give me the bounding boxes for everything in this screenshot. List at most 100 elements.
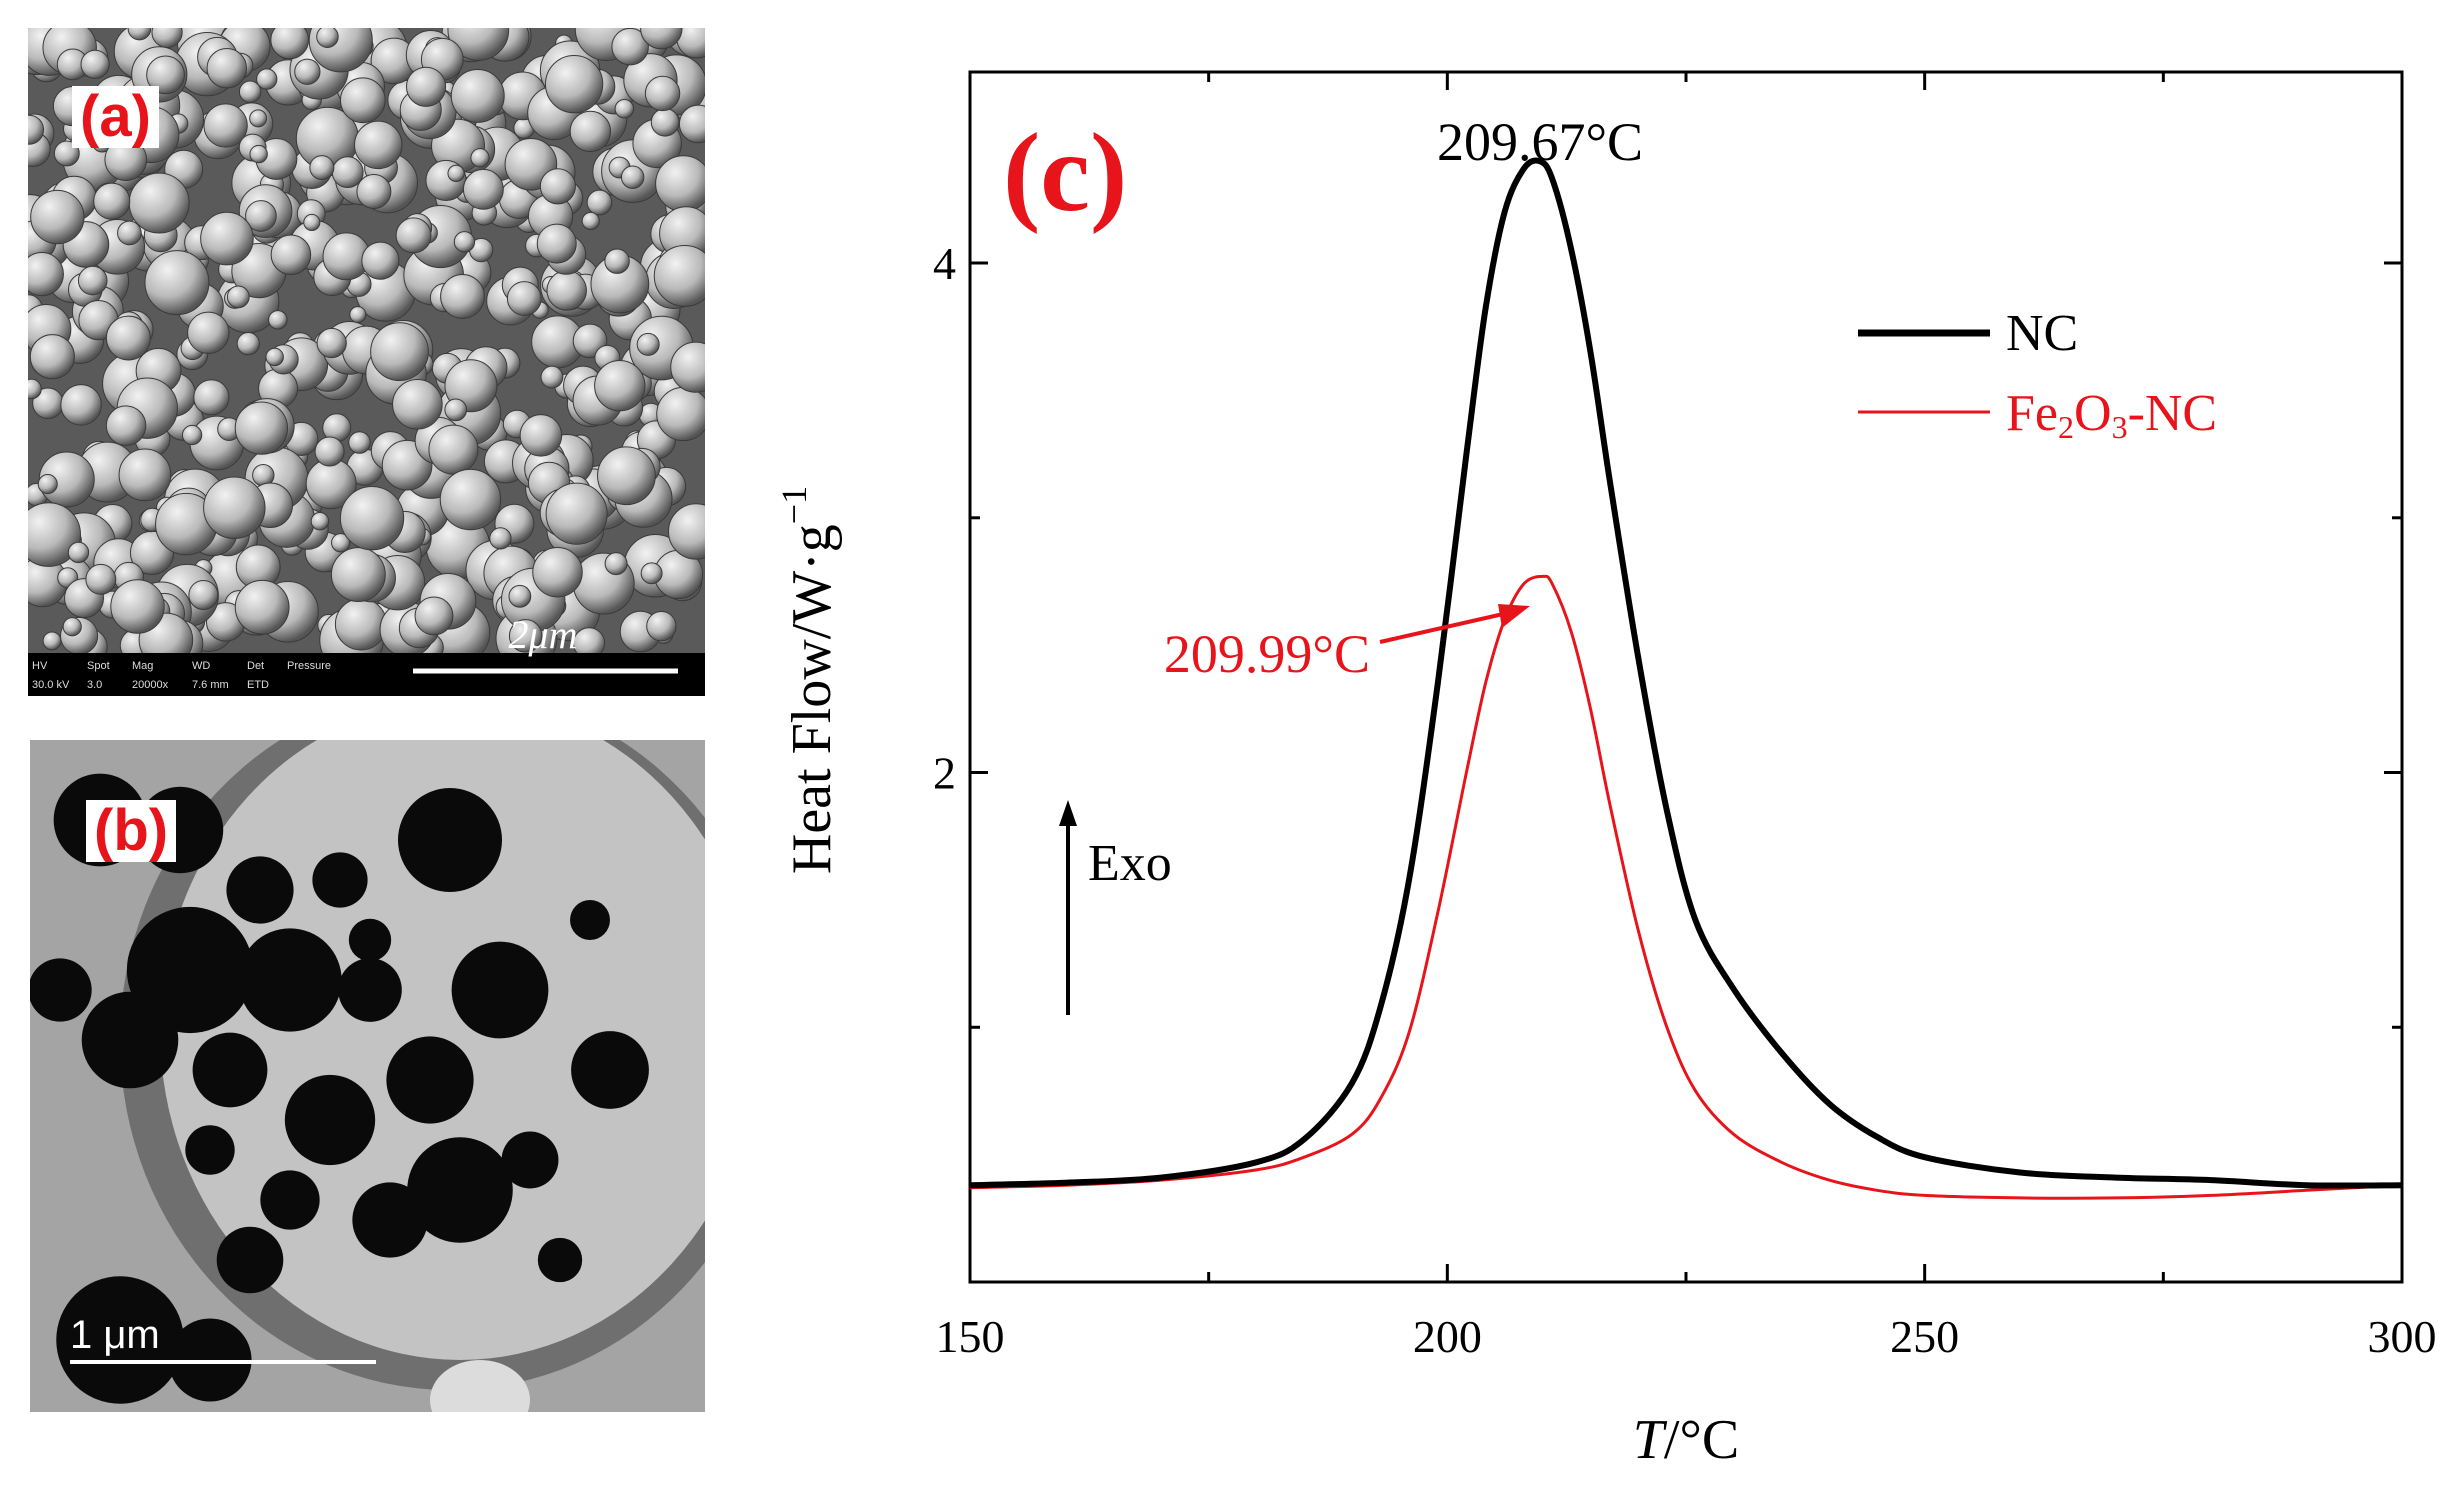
sem-particle xyxy=(640,28,683,50)
sem-image-panel: HV 30.0 kV Spot 3.0 Mag 20000x WD 7.6 mm Det ETD P… xyxy=(28,28,705,696)
sem-particle xyxy=(117,220,142,246)
sem-scale-label: 2μm xyxy=(509,612,578,657)
sem-particle xyxy=(249,144,268,164)
sem-particle xyxy=(644,75,681,112)
sem-particle xyxy=(594,360,646,412)
sem-particle xyxy=(193,379,230,416)
y-tick-label: 4 xyxy=(933,238,956,289)
series-layer xyxy=(969,157,2403,1200)
nc-peak-annotation: 209.67°C xyxy=(1437,112,1643,172)
sem-particle xyxy=(636,332,660,356)
sem-particle xyxy=(105,315,151,361)
tem-particle xyxy=(56,1276,184,1404)
sem-databar-header: HV xyxy=(32,660,48,672)
sem-particle xyxy=(414,596,454,636)
axis-ticks: 150 200 250 300 2 4 xyxy=(933,72,2437,1362)
sem-databar-value: 7.6 mm xyxy=(192,679,229,691)
tem-particle xyxy=(192,1032,268,1108)
sem-particle xyxy=(270,28,309,60)
sem-particle xyxy=(146,55,185,95)
sem-particle xyxy=(508,619,543,653)
sem-databar-header: Mag xyxy=(132,660,153,672)
sem-particle xyxy=(356,174,392,209)
sem-particle xyxy=(206,47,248,89)
sem-particle xyxy=(105,405,147,446)
tem-particle xyxy=(312,852,368,908)
sem-micrograph: HV 30.0 kV Spot 3.0 Mag 20000x WD 7.6 mm Det ETD P… xyxy=(28,28,705,696)
legend-nc-label: NC xyxy=(2006,305,2078,362)
sem-particle xyxy=(309,155,335,181)
sem-particle xyxy=(238,80,262,103)
sem-particle xyxy=(234,401,289,455)
tem-particle xyxy=(185,1125,235,1175)
sem-particle xyxy=(370,322,429,382)
sem-particle xyxy=(265,347,284,367)
sem-particle xyxy=(586,189,613,216)
sem-particle xyxy=(447,28,510,61)
tem-particle xyxy=(501,1131,559,1189)
tem-particle xyxy=(397,787,503,893)
sem-databar-header: WD xyxy=(192,660,210,672)
sem-particle xyxy=(236,332,260,356)
sem-particle xyxy=(77,265,108,296)
sem-particle xyxy=(118,448,172,502)
sem-particle xyxy=(539,168,576,205)
sem-particle xyxy=(339,77,386,124)
sem-particle xyxy=(506,281,542,316)
sem-particle xyxy=(144,250,210,316)
sem-particle xyxy=(668,503,705,560)
sem-databar-value: 20000x xyxy=(132,679,169,691)
sem-databar-value: 30.0 kV xyxy=(32,679,70,691)
tem-particle xyxy=(284,1074,376,1166)
sem-particle xyxy=(508,584,532,608)
legend-fe2o3-label: Fe2O3-NC xyxy=(2006,385,2217,445)
exo-label: Exo xyxy=(1088,835,1172,892)
tem-particle xyxy=(352,1182,428,1258)
tem-particle xyxy=(537,1237,583,1283)
sem-particle xyxy=(234,579,290,635)
x-tick-label: 150 xyxy=(936,1311,1005,1362)
tem-particle xyxy=(570,900,610,940)
sem-particle xyxy=(314,436,345,467)
sem-particle xyxy=(93,182,131,220)
sem-particle xyxy=(620,165,645,189)
tem-particle xyxy=(571,1031,649,1109)
tem-particle xyxy=(216,1226,284,1294)
sem-particle xyxy=(544,54,604,114)
sem-particle xyxy=(545,482,608,545)
sem-particle xyxy=(354,120,403,170)
sem-particle xyxy=(670,341,705,393)
sem-particle xyxy=(569,110,612,153)
sem-particle xyxy=(581,211,600,231)
sem-particle xyxy=(245,200,277,232)
sem-particle xyxy=(249,109,268,128)
tem-particle xyxy=(226,856,294,924)
sem-particle xyxy=(28,378,42,400)
sem-particle xyxy=(678,104,705,144)
sem-particle xyxy=(470,148,490,168)
sem-particle xyxy=(604,552,628,576)
tem-scale-label: 1 μm xyxy=(70,1313,160,1357)
sem-particle xyxy=(439,468,502,531)
y-axis-title-group: Heat Flow/W·g−1 xyxy=(774,486,843,874)
panel-b-label: (b) xyxy=(86,800,177,862)
sem-particle xyxy=(348,431,371,454)
sem-particle xyxy=(188,579,219,610)
x-tick-label: 250 xyxy=(1890,1311,1959,1362)
tem-image-panel: 1 μm (b) xyxy=(30,740,705,1412)
sem-particle xyxy=(80,49,110,79)
sem-particle xyxy=(226,285,250,309)
sem-particle xyxy=(440,274,485,319)
tem-particle xyxy=(238,928,342,1032)
x-tick-label: 300 xyxy=(2368,1311,2437,1362)
sem-particle xyxy=(60,384,102,426)
panel-c-label: (c) xyxy=(1003,111,1127,235)
sem-particle xyxy=(444,398,468,422)
sem-particle xyxy=(453,231,476,253)
sem-particle xyxy=(62,617,82,637)
sem-particle xyxy=(395,217,432,254)
sem-particle xyxy=(330,547,386,602)
fe2o3-peak-arrowhead xyxy=(1498,604,1530,628)
sem-particle xyxy=(30,189,85,245)
